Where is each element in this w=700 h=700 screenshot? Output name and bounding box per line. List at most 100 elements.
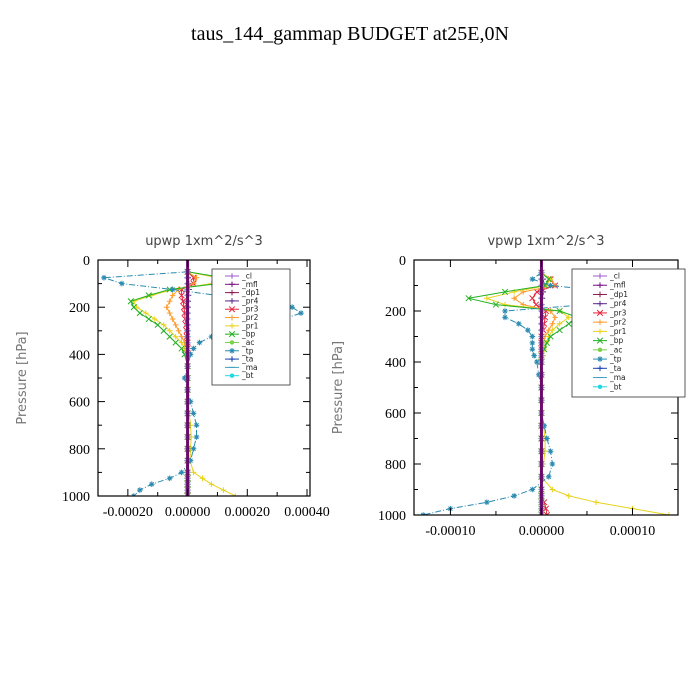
data-point — [547, 308, 554, 314]
legend-label: _cl — [609, 272, 620, 281]
legend-marker — [229, 273, 235, 279]
data-point — [549, 320, 556, 327]
data-point — [208, 481, 215, 487]
y-tick-label: 600 — [69, 396, 90, 411]
legend-label: _pr4 — [241, 296, 259, 305]
legend-label: _pr3 — [241, 305, 259, 314]
data-point — [549, 327, 556, 333]
y-axis-label: Pressure [hPa] — [331, 341, 346, 434]
y-tick-label: 400 — [69, 348, 90, 363]
data-point — [180, 304, 188, 311]
data-point — [502, 314, 508, 321]
data-point — [160, 327, 167, 334]
legend-marker — [229, 356, 235, 362]
legend-marker — [596, 337, 604, 344]
legend-label: _pr3 — [609, 308, 627, 317]
x-tick-label: 0.00010 — [610, 524, 656, 539]
data-point — [178, 345, 185, 352]
y-tick-label: 400 — [385, 356, 406, 371]
legend: _cl_mfl_dp1_pr4_pr3_pr2_pr1_bp_ac_tp_ta_… — [571, 268, 686, 398]
data-point — [119, 280, 125, 287]
x-tick-label: -0.00020 — [103, 505, 153, 520]
figure-title: taus_144_gammap BUDGET at25E,0N — [191, 23, 509, 45]
data-point — [166, 328, 173, 334]
legend-label: _bt — [609, 382, 622, 391]
legend-marker — [597, 319, 603, 325]
data-point — [178, 339, 185, 346]
x-tick-label: -0.00010 — [425, 524, 475, 539]
legend-label: _ma — [609, 373, 626, 382]
data-point — [178, 292, 185, 299]
data-point — [148, 481, 155, 487]
data-point — [465, 295, 472, 302]
legend-label: _bt — [241, 371, 254, 380]
data-point — [547, 448, 554, 455]
series-bp — [127, 268, 227, 496]
data-point — [529, 295, 536, 302]
legend: _cl_mfl_dp1_pr4_pr3_pr2_pr1_bp_ac_tp_ta_… — [211, 268, 291, 386]
data-point — [190, 345, 197, 352]
data-point — [172, 333, 179, 340]
legend-label: _ac — [241, 338, 254, 347]
data-point — [289, 304, 295, 310]
data-point — [511, 295, 517, 302]
legend-label: _pr4 — [609, 299, 627, 308]
legend-marker — [597, 356, 603, 362]
data-point — [543, 339, 551, 347]
data-point — [547, 282, 554, 289]
data-point — [136, 309, 143, 317]
data-point — [145, 315, 152, 323]
y-tick-label: 600 — [385, 407, 406, 422]
data-point — [220, 487, 227, 493]
data-point — [556, 320, 563, 327]
x-tick-label: 0.00020 — [225, 505, 271, 520]
data-point — [529, 340, 536, 346]
series-bp — [465, 269, 582, 515]
chart-panel-2: vpwp 1xm^2/s^3 Pressure [hPa] 0 200 400 600 80… — [331, 234, 686, 539]
data-point — [541, 314, 549, 321]
data-point — [532, 301, 540, 308]
data-point — [137, 487, 143, 493]
legend-marker — [597, 282, 603, 289]
legend-marker — [229, 298, 235, 304]
legend-label: _ma — [241, 363, 258, 372]
data-point — [127, 298, 134, 305]
data-point — [529, 346, 536, 353]
legend-label: _cl — [241, 272, 252, 281]
legend-label: _tp — [609, 355, 622, 364]
y-tick-label: 0 — [399, 254, 406, 269]
x-tick-label: 0.00040 — [284, 505, 330, 520]
data-point — [511, 493, 517, 499]
legend-label: _ta — [609, 364, 621, 373]
data-point — [193, 422, 200, 428]
legend-marker — [597, 365, 603, 372]
data-point — [166, 310, 173, 316]
data-point — [529, 276, 536, 282]
legend-marker — [229, 281, 235, 288]
x-tick-label: 0.00000 — [165, 505, 211, 520]
data-point — [187, 398, 194, 405]
data-point — [529, 333, 536, 340]
series-line — [130, 271, 225, 496]
data-point — [502, 308, 508, 314]
data-point — [565, 320, 572, 327]
chart-panel-1: upwp 1xm^2/s^3 Pressure [hPa] 0 200 400 600 80… — [15, 234, 330, 520]
legend-label: _pr1 — [609, 327, 627, 336]
data-point — [484, 295, 490, 302]
legend-marker — [596, 309, 604, 317]
legend-marker — [229, 314, 235, 321]
legend-label: _dp1 — [609, 290, 628, 299]
legend-marker — [229, 340, 235, 345]
legend-marker — [597, 300, 603, 307]
data-point — [178, 469, 185, 476]
data-point — [531, 352, 537, 359]
legend-marker — [597, 384, 603, 389]
data-point — [542, 505, 550, 512]
data-point — [166, 475, 173, 482]
data-point — [565, 314, 572, 321]
data-point — [187, 351, 194, 358]
data-point — [101, 274, 107, 281]
data-point — [166, 298, 173, 305]
data-point — [166, 333, 173, 340]
